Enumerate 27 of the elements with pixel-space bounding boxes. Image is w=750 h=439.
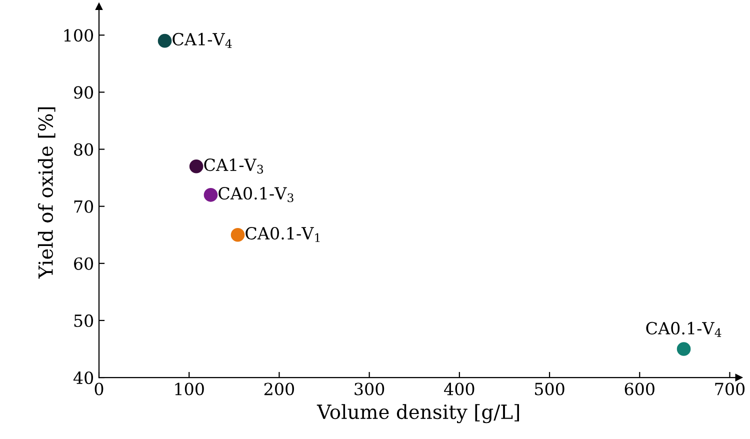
- series-label: CA0.1-V$_{3}$: [218, 187, 294, 202]
- x-tick-label: 100: [175, 382, 204, 396]
- x-tick-label: 700: [715, 382, 745, 396]
- x-tick-label: 200: [264, 382, 294, 396]
- x-tick-label: 400: [444, 382, 474, 396]
- y-tick-label: 80: [74, 143, 94, 156]
- y-tick-label: 70: [74, 200, 94, 213]
- y-tick-label: 90: [74, 86, 94, 99]
- y-tick-label: 100: [64, 29, 94, 42]
- x-tick-label: 300: [354, 382, 384, 396]
- x-tick-label: 500: [535, 382, 564, 396]
- point: [189, 159, 204, 174]
- series-label: CA1-V$_{4}$: [172, 32, 232, 48]
- y-axis-title: Yield of oxide [%]: [38, 107, 56, 279]
- series-label: CA1-V$_{3}$: [204, 158, 264, 174]
- x-tick-label: 0: [94, 382, 104, 396]
- y-tick-label: 60: [74, 257, 94, 270]
- point: [204, 188, 218, 202]
- series-label: CA0.1-V$_{1}$: [246, 226, 320, 242]
- series-label: CA0.1-V$_{4}$: [646, 322, 722, 337]
- y-tick-label: 50: [74, 314, 94, 328]
- point: [676, 342, 691, 356]
- x-tick-label: 600: [624, 382, 654, 396]
- y-tick-label: 40: [73, 372, 94, 384]
- point: [230, 228, 245, 242]
- point: [158, 34, 172, 48]
- x-axis-title: Volume density [g/L]: [316, 404, 519, 424]
